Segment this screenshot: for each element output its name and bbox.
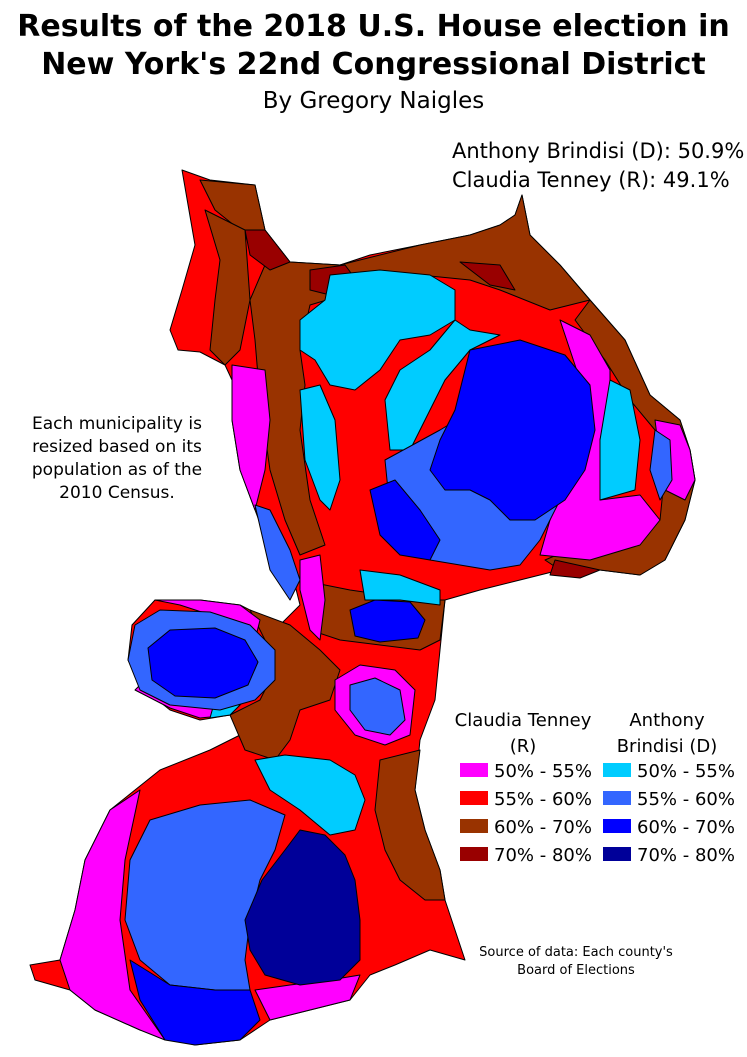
map-region — [254, 504, 301, 601]
legend-swatch — [460, 763, 488, 777]
legend-header-democrat: Anthony Brindisi (D) — [616, 710, 718, 757]
legend-label: 60% - 70% — [494, 817, 592, 838]
legend-label: 50% - 55% — [494, 761, 592, 782]
map-region — [374, 749, 446, 901]
map-region — [129, 959, 261, 1046]
legend-swatch — [603, 819, 631, 833]
map-region — [204, 209, 251, 366]
legend-header-republican: Claudia Tenney (R) — [454, 710, 592, 757]
resize-note: Each municipality is resized based on it… — [31, 414, 203, 503]
data-source-note: Source of data: Each county's Board of E… — [479, 945, 673, 978]
map-title-line-1: Results of the 2018 U.S. House election … — [17, 9, 730, 44]
legend-item: 60% - 70% — [460, 817, 592, 839]
result-republican: Claudia Tenney (R): 49.1% — [452, 168, 730, 192]
legend-swatch — [603, 791, 631, 805]
legend-swatch — [603, 847, 631, 861]
map-region — [349, 677, 406, 736]
legend-item: 70% - 80% — [603, 845, 735, 867]
map-region — [299, 554, 326, 641]
map-region — [244, 229, 291, 271]
map-region — [231, 364, 271, 511]
legend-item: 50% - 55% — [460, 761, 592, 783]
legend-swatch — [460, 791, 488, 805]
legend-item: 70% - 80% — [460, 845, 592, 867]
legend-item: 60% - 70% — [603, 817, 735, 839]
legend-item: 55% - 60% — [603, 789, 735, 811]
map-region — [254, 754, 366, 836]
legend-label: 70% - 80% — [494, 845, 592, 866]
map-region — [299, 384, 341, 511]
legend-item: 50% - 55% — [603, 761, 735, 783]
legend-label: 70% - 80% — [637, 845, 735, 866]
legend-item: 55% - 60% — [460, 789, 592, 811]
result-democrat: Anthony Brindisi (D): 50.9% — [452, 139, 745, 163]
map-region — [549, 559, 601, 579]
map-region — [244, 829, 361, 986]
legend-label: 60% - 70% — [637, 817, 735, 838]
map-region — [349, 599, 426, 643]
legend-label: 50% - 55% — [637, 761, 735, 782]
legend-swatch — [603, 763, 631, 777]
author-byline: By Gregory Naigles — [262, 88, 485, 114]
legend-label: 55% - 60% — [637, 789, 735, 810]
legend-swatch — [460, 847, 488, 861]
map-region — [599, 379, 641, 501]
legend-label: 55% - 60% — [494, 789, 592, 810]
map-region — [384, 319, 501, 451]
map-region — [59, 789, 166, 1041]
map-region — [649, 429, 673, 501]
map-region — [369, 479, 441, 561]
map-region — [359, 569, 441, 606]
map-region — [147, 627, 259, 699]
map-region — [429, 339, 596, 521]
map-region — [154, 599, 261, 641]
map-title-line-2: New York's 22nd Congressional District — [41, 47, 706, 82]
map-region — [299, 269, 456, 391]
legend-swatch — [460, 819, 488, 833]
map-region — [459, 261, 516, 291]
